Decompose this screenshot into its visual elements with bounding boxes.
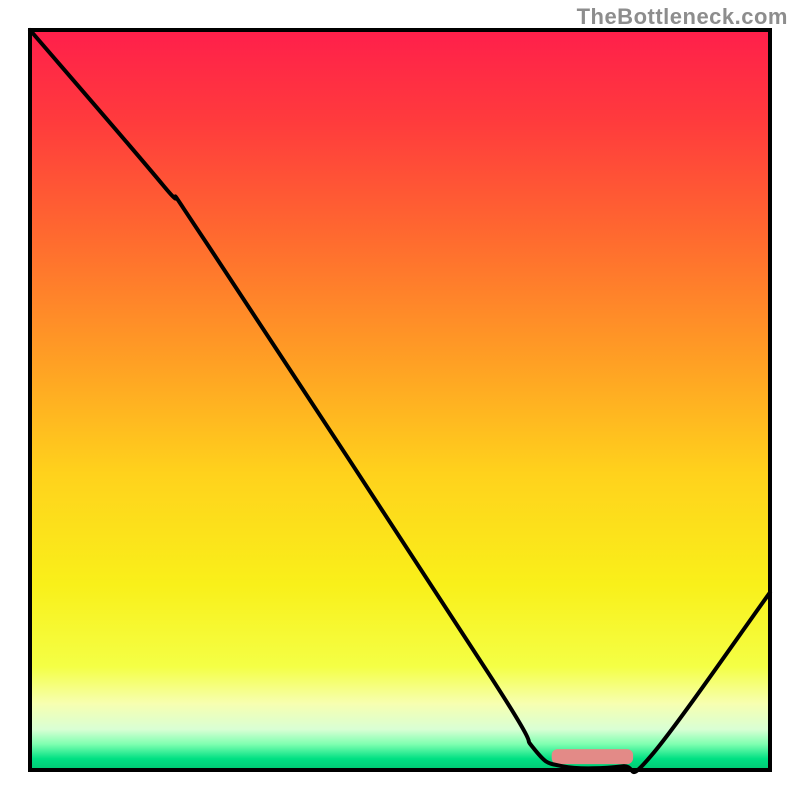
bottleneck-chart: TheBottleneck.com	[0, 0, 800, 800]
gradient-background	[30, 30, 770, 770]
optimal-range-marker	[552, 749, 633, 764]
chart-svg	[0, 0, 800, 800]
watermark-text: TheBottleneck.com	[577, 4, 788, 30]
